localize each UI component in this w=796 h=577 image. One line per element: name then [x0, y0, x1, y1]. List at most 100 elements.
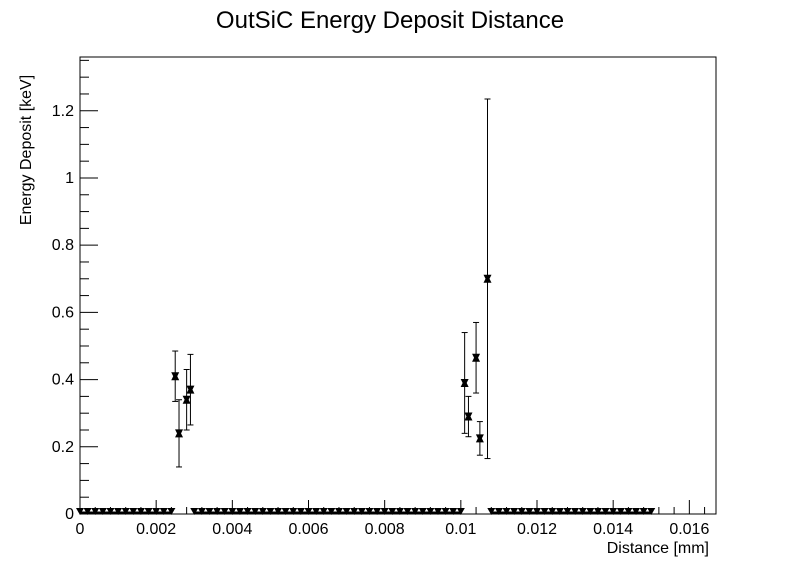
data-point-marker	[483, 274, 492, 283]
zero-bin-marker	[593, 508, 602, 515]
zero-bin-marker	[555, 508, 564, 515]
zero-bin-marker	[510, 508, 519, 515]
zero-bin-marker	[441, 508, 450, 515]
y-tick-label: 0.4	[52, 372, 74, 389]
zero-bin-marker	[433, 508, 442, 515]
zero-bin-marker	[517, 508, 526, 515]
zero-bin-marker	[388, 508, 397, 515]
zero-bin-marker	[327, 508, 336, 515]
plot-frame	[79, 56, 717, 515]
zero-bin-marker	[289, 508, 298, 515]
zero-bin-marker	[228, 508, 237, 515]
zero-bin-marker	[342, 508, 351, 515]
zero-bin-marker	[190, 508, 199, 515]
x-tick-label: 0.01	[445, 521, 476, 538]
y-tick-label: 0	[65, 506, 74, 523]
zero-bin-marker	[334, 508, 343, 515]
zero-bin-marker	[548, 508, 557, 515]
chart-title: OutSiC Energy Deposit Distance	[216, 7, 564, 34]
zero-bin-marker	[403, 508, 412, 515]
y-tick-label: 0.6	[52, 304, 74, 321]
zero-bin-marker	[152, 508, 161, 515]
zero-bin-marker	[449, 508, 458, 515]
zero-bin-marker	[312, 508, 321, 515]
zero-bin-marker	[357, 508, 366, 515]
zero-bin-marker	[258, 508, 267, 515]
data-point-marker	[186, 385, 195, 394]
zero-bin-marker	[624, 508, 633, 515]
zero-bin-marker	[98, 508, 107, 515]
zero-bin-marker	[647, 508, 656, 515]
x-tick-label: 0.004	[212, 521, 252, 538]
zero-bin-marker	[129, 508, 138, 515]
zero-bin-marker	[609, 508, 618, 515]
zero-bin-marker	[167, 508, 176, 515]
zero-bin-marker	[266, 508, 275, 515]
x-tick-label: 0	[76, 521, 85, 538]
y-tick-label: 1	[65, 170, 74, 187]
y-axis: 0 0.2 0.4 0.6 0.8 1 1.2	[52, 59, 98, 523]
zero-bin-marker	[251, 508, 260, 515]
zero-bin-marker	[235, 508, 244, 515]
data-point-marker	[460, 378, 469, 387]
zero-bin-marker	[319, 508, 328, 515]
data-point-marker	[182, 395, 191, 404]
zero-bin-marker	[494, 508, 503, 515]
y-tick-label: 1.2	[52, 103, 74, 120]
zero-bin-marker	[411, 508, 420, 515]
zero-bin-marker	[106, 508, 115, 515]
zero-bin-marker	[220, 508, 229, 515]
zero-bin-marker	[563, 508, 572, 515]
zero-bin-marker	[632, 508, 641, 515]
zero-bin-marker	[83, 508, 92, 515]
zero-bin-marker	[296, 508, 305, 515]
zero-bin-marker	[418, 508, 427, 515]
zero-bin-marker	[571, 508, 580, 515]
y-tick-label: 0.8	[52, 237, 74, 254]
zero-bin-marker	[373, 508, 382, 515]
x-tick-label: 0.012	[517, 521, 557, 538]
zero-bin-marker	[639, 508, 648, 515]
zero-bin-marker	[426, 508, 435, 515]
data-point-marker	[475, 434, 484, 443]
zero-bin-marker	[533, 508, 542, 515]
zero-bin-marker	[205, 508, 214, 515]
data-point-marker	[472, 353, 481, 362]
zero-bin-marker	[616, 508, 625, 515]
data-point-marker	[175, 429, 184, 438]
zero-bin-marker	[281, 508, 290, 515]
zero-bin-marker	[540, 508, 549, 515]
zero-bin-marker	[380, 508, 389, 515]
x-axis-label: Distance [mm]	[607, 540, 709, 557]
y-axis-label: Energy Deposit [keV]	[18, 75, 35, 225]
zero-bin-marker	[114, 508, 123, 515]
zero-bin-marker	[365, 508, 374, 515]
x-tick-label: 0.006	[288, 521, 328, 538]
data-point-marker	[464, 412, 473, 421]
zero-bin-marker	[274, 508, 283, 515]
data-point-marker	[171, 372, 180, 381]
zero-bin-marker	[456, 508, 465, 515]
zero-bin-marker	[304, 508, 313, 515]
x-axis: 0 0.002 0.004 0.006 0.008 0.01 0.012 0.014 0.016	[76, 500, 709, 538]
zero-bin-marker	[525, 508, 534, 515]
zero-bin-marker	[586, 508, 595, 515]
zero-bin-marker	[136, 508, 145, 515]
zero-bin-marker	[243, 508, 252, 515]
zero-bin-marker	[197, 508, 206, 515]
zero-bin-marker	[121, 508, 130, 515]
x-tick-label: 0.014	[593, 521, 633, 538]
x-tick-label: 0.008	[365, 521, 405, 538]
data-points	[171, 98, 492, 468]
zero-bin-marker	[601, 508, 610, 515]
zero-bin-marker	[395, 508, 404, 515]
x-tick-label: 0.016	[669, 521, 709, 538]
zero-bin-marker	[487, 508, 496, 515]
zero-bin-marker	[502, 508, 511, 515]
zero-bin-marker	[578, 508, 587, 515]
zero-bin-marker	[350, 508, 359, 515]
y-tick-label: 0.2	[52, 439, 74, 456]
zero-bin-marker	[159, 508, 168, 515]
